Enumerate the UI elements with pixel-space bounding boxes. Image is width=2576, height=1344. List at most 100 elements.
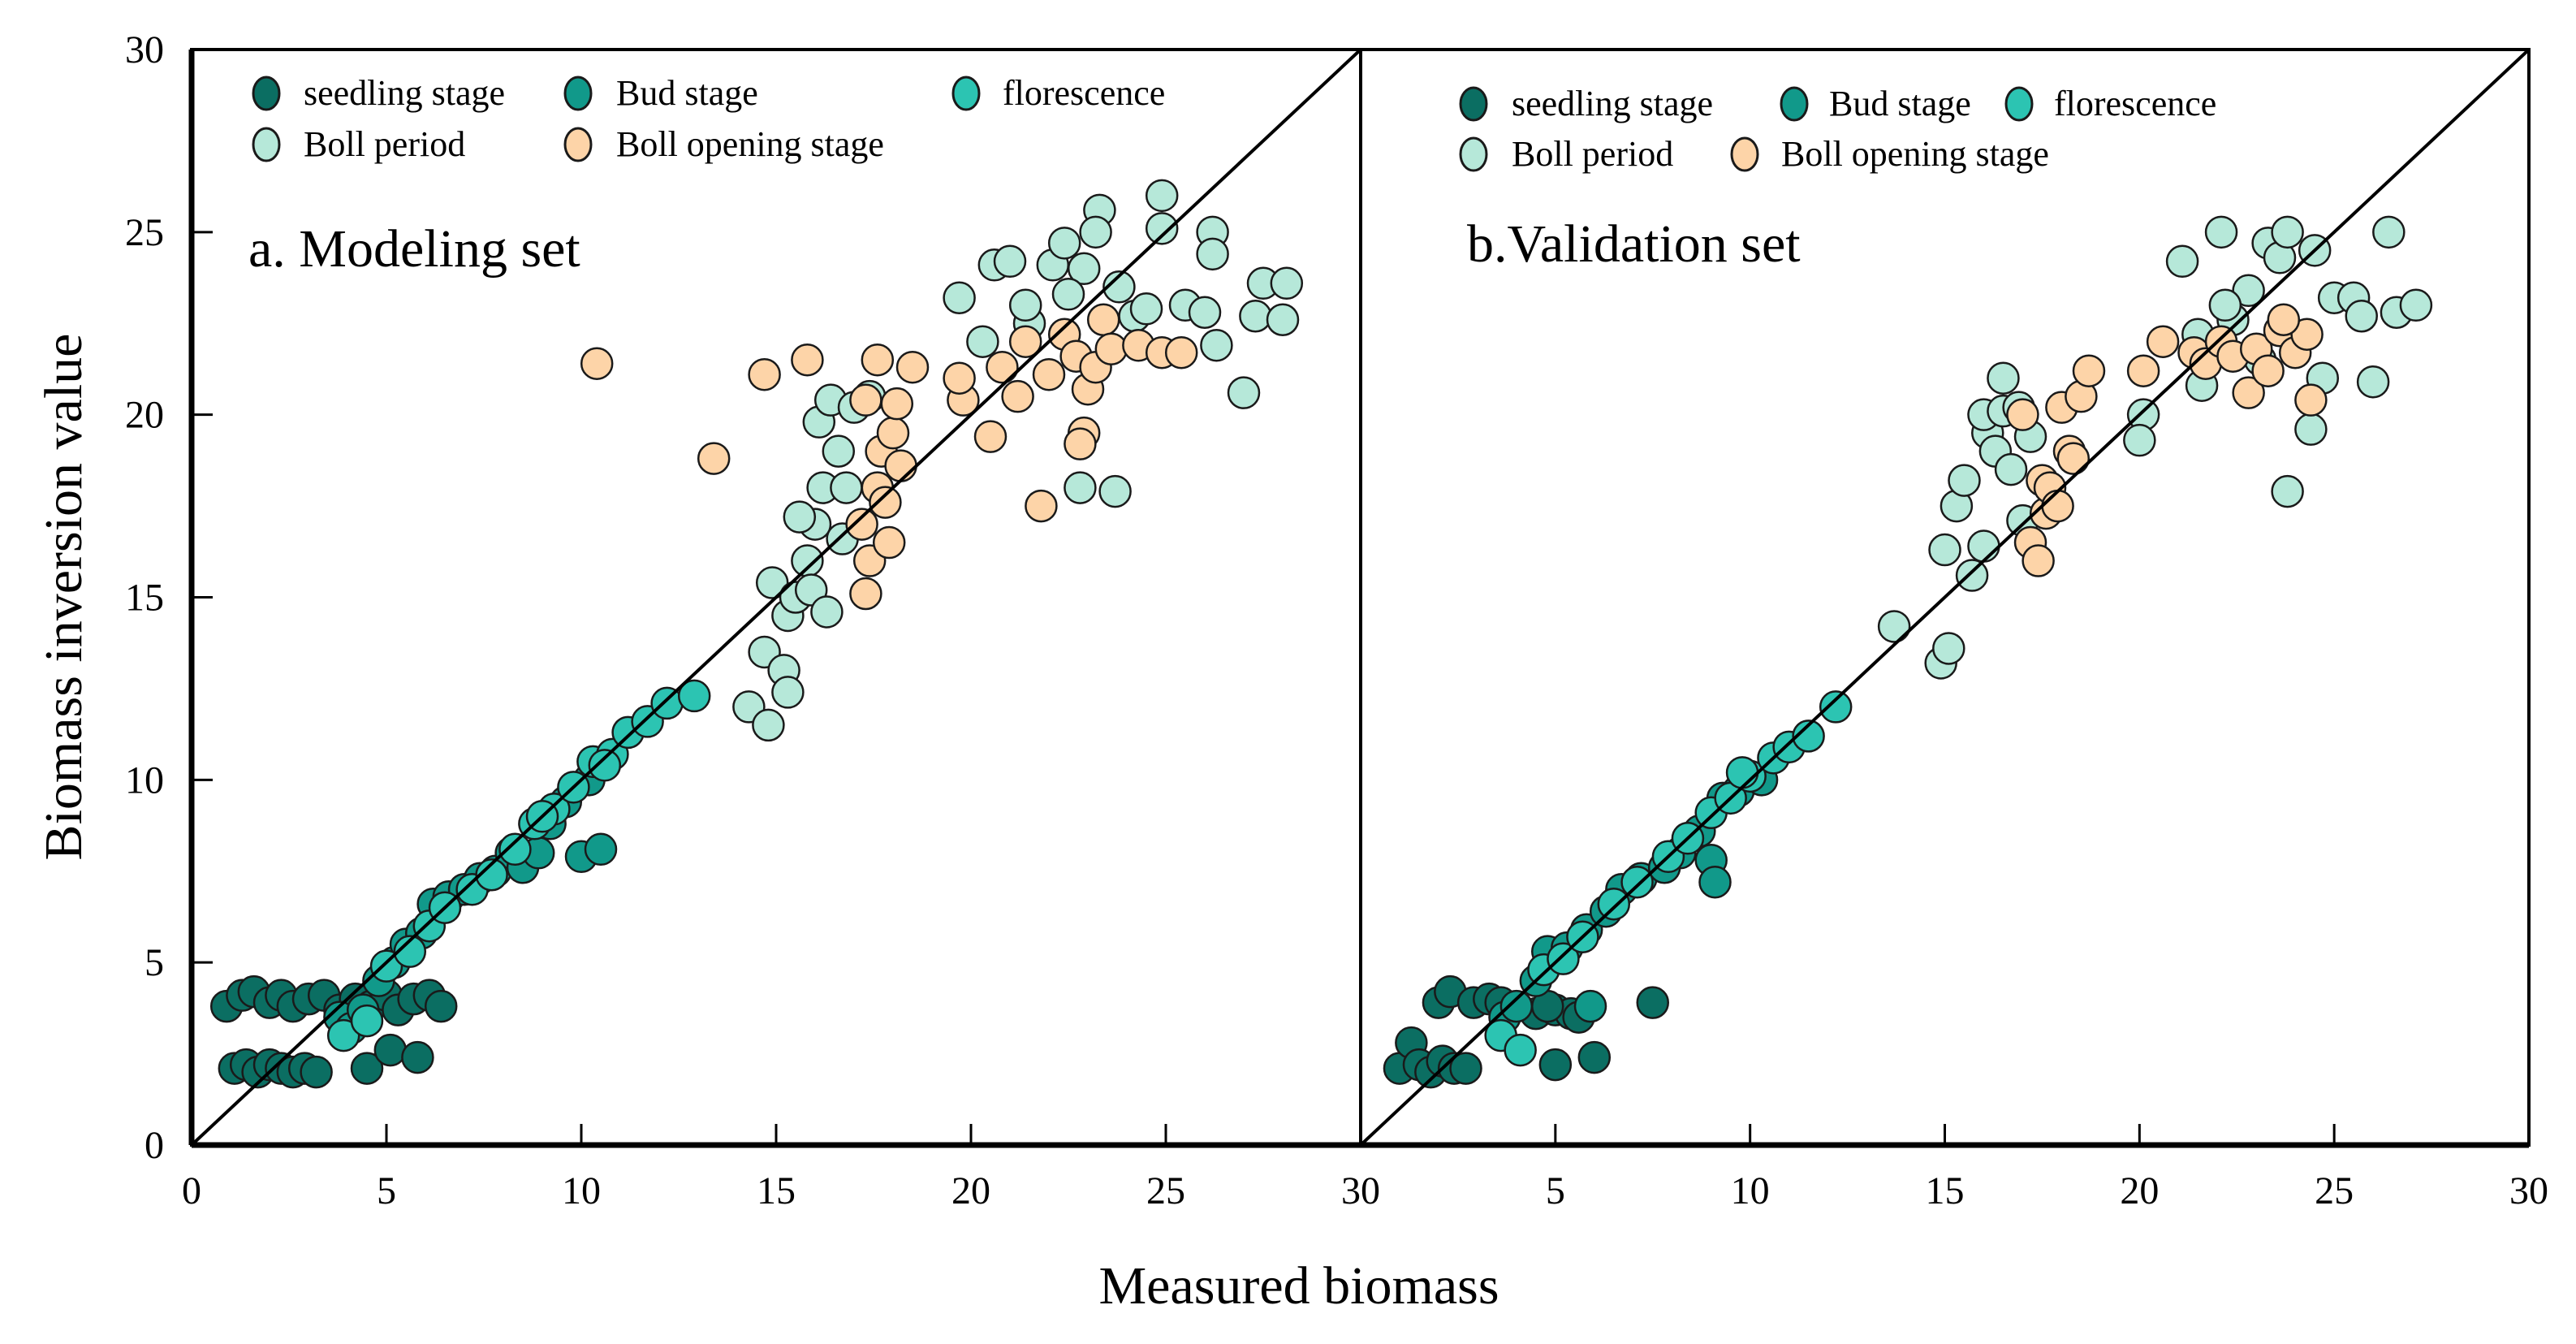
data-point bbox=[475, 858, 508, 892]
data-point bbox=[1129, 292, 1163, 326]
series-boll-period bbox=[1877, 215, 2433, 680]
y-tick-label: 10 bbox=[125, 758, 164, 802]
data-point bbox=[1877, 610, 1911, 643]
series-seedling-stage bbox=[1383, 975, 1669, 1089]
reference-line-1to1 bbox=[190, 48, 1362, 1147]
data-point bbox=[2232, 274, 2265, 308]
data-point bbox=[2146, 325, 2180, 358]
data-point bbox=[1051, 278, 1085, 311]
data-point bbox=[1025, 489, 1058, 523]
x-tick-label: 20 bbox=[2120, 1169, 2159, 1212]
data-point bbox=[2290, 318, 2324, 351]
legend-marker bbox=[252, 127, 281, 162]
data-point bbox=[1064, 427, 1097, 460]
data-point bbox=[584, 832, 618, 866]
data-point bbox=[966, 325, 999, 358]
data-point bbox=[350, 1052, 384, 1085]
data-point bbox=[2204, 215, 2238, 249]
data-point bbox=[2056, 442, 2091, 475]
legend-marker bbox=[1459, 86, 1488, 122]
x-tick-label: 25 bbox=[1146, 1169, 1185, 1212]
y-tick-label: 5 bbox=[145, 941, 164, 984]
data-point bbox=[1047, 227, 1081, 260]
legend-label: Bud stage bbox=[616, 73, 758, 113]
data-point bbox=[1725, 756, 1759, 789]
legend-label: Boll opening stage bbox=[1781, 134, 2049, 174]
data-point bbox=[1577, 1040, 1612, 1074]
data-point bbox=[895, 350, 930, 384]
data-point bbox=[1200, 328, 1233, 362]
data-point bbox=[1164, 335, 1198, 369]
data-point bbox=[986, 350, 1019, 384]
legend-label: seedling stage bbox=[1512, 84, 1713, 123]
reference-line-1to1 bbox=[1359, 48, 2531, 1147]
series-boll-opening-stage bbox=[2006, 303, 2328, 577]
data-point bbox=[369, 949, 403, 983]
data-point bbox=[1449, 1052, 1482, 1085]
data-point bbox=[1188, 296, 1222, 330]
data-point bbox=[872, 525, 906, 560]
legend-marker bbox=[1730, 136, 1759, 172]
data-point bbox=[1266, 303, 1300, 337]
x-tick-label: 0 bbox=[182, 1169, 201, 1212]
data-point bbox=[677, 679, 711, 713]
y-tick-label: 15 bbox=[125, 577, 164, 620]
data-point bbox=[2345, 300, 2378, 333]
data-point bbox=[884, 449, 917, 482]
x-tick-label: 30 bbox=[1341, 1169, 1380, 1212]
data-point bbox=[755, 566, 789, 599]
data-point bbox=[1079, 215, 1112, 249]
data-point bbox=[1067, 252, 1101, 286]
x-axis-label: Measured biomass bbox=[1098, 1256, 1499, 1316]
data-point bbox=[1064, 471, 1097, 504]
data-point bbox=[1928, 533, 1961, 567]
data-point bbox=[1145, 212, 1179, 245]
x-tick-label: 30 bbox=[2509, 1169, 2548, 1212]
data-point bbox=[1955, 559, 1989, 592]
data-point bbox=[2372, 215, 2406, 249]
data-point bbox=[498, 832, 532, 866]
data-point bbox=[2041, 489, 2074, 523]
data-point bbox=[783, 500, 817, 534]
legend-label: florescence bbox=[1003, 73, 1165, 113]
x-tick-label: 25 bbox=[2315, 1169, 2354, 1212]
legend-marker bbox=[563, 127, 593, 162]
data-point bbox=[2271, 215, 2304, 249]
x-tick-label: 10 bbox=[1731, 1169, 1770, 1212]
legend-label: florescence bbox=[2054, 84, 2216, 123]
data-point bbox=[2399, 288, 2433, 322]
data-point bbox=[300, 1055, 333, 1089]
data-point bbox=[1196, 237, 1229, 271]
data-point bbox=[973, 420, 1008, 453]
data-point bbox=[1145, 179, 1179, 213]
data-point bbox=[1008, 325, 1042, 358]
data-point bbox=[830, 471, 863, 504]
data-point bbox=[880, 387, 914, 421]
data-point bbox=[2232, 376, 2265, 409]
x-tick-label: 5 bbox=[377, 1169, 396, 1212]
data-point bbox=[1504, 1033, 1537, 1067]
data-point bbox=[1032, 357, 1066, 391]
data-point bbox=[1932, 632, 1965, 665]
data-point bbox=[1008, 288, 1042, 322]
data-point bbox=[943, 361, 976, 395]
data-point bbox=[2267, 303, 2301, 337]
data-point bbox=[424, 989, 458, 1023]
x-tick-label: 20 bbox=[951, 1169, 990, 1212]
data-point bbox=[2208, 288, 2242, 322]
data-point bbox=[1094, 332, 1128, 365]
data-point bbox=[580, 347, 614, 380]
panel-validation: 5 10 15 20 25 30 b.Validation set seedling stag… bbox=[1359, 48, 2548, 1212]
data-point bbox=[2294, 383, 2328, 417]
data-point bbox=[1698, 865, 1732, 899]
data-point bbox=[791, 544, 824, 577]
data-point bbox=[869, 486, 902, 519]
data-point bbox=[1086, 303, 1120, 337]
data-point bbox=[2072, 354, 2106, 387]
data-point bbox=[943, 281, 976, 315]
data-point bbox=[2022, 544, 2055, 577]
data-point bbox=[697, 442, 731, 475]
data-point bbox=[748, 357, 781, 391]
data-point bbox=[2271, 474, 2304, 508]
